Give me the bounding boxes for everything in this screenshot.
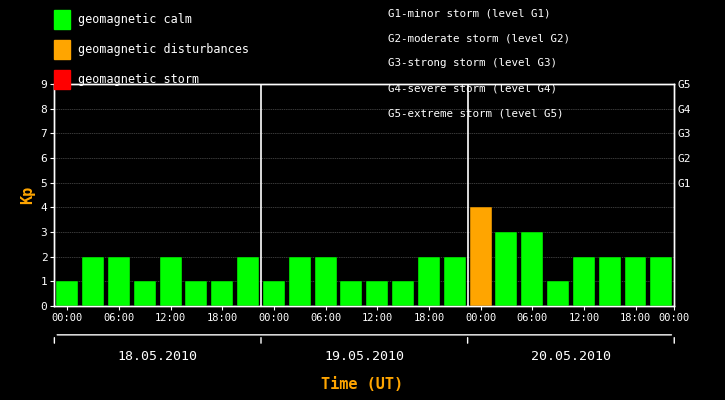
Bar [82, 257, 104, 306]
Bar [650, 257, 672, 306]
Bar [470, 207, 492, 306]
Text: G5-extreme storm (level G5): G5-extreme storm (level G5) [388, 109, 563, 119]
Bar [366, 281, 388, 306]
Bar [263, 281, 285, 306]
Bar [599, 257, 621, 306]
Bar [392, 281, 414, 306]
Bar [134, 281, 156, 306]
Text: Time (UT): Time (UT) [321, 377, 404, 392]
Bar [624, 257, 647, 306]
Bar [495, 232, 518, 306]
Text: G4-severe storm (level G4): G4-severe storm (level G4) [388, 84, 557, 94]
Bar [547, 281, 569, 306]
Text: 19.05.2010: 19.05.2010 [324, 350, 405, 364]
Bar [237, 257, 259, 306]
Bar [108, 257, 130, 306]
Bar [418, 257, 440, 306]
Bar [444, 257, 465, 306]
Y-axis label: Kp: Kp [20, 186, 35, 204]
Text: G2-moderate storm (level G2): G2-moderate storm (level G2) [388, 33, 570, 43]
Bar [186, 281, 207, 306]
Bar [289, 257, 311, 306]
Bar [341, 281, 362, 306]
Bar [315, 257, 336, 306]
Text: G1-minor storm (level G1): G1-minor storm (level G1) [388, 8, 550, 18]
Text: 20.05.2010: 20.05.2010 [531, 350, 611, 364]
Text: geomagnetic calm: geomagnetic calm [78, 13, 191, 26]
Text: G3-strong storm (level G3): G3-strong storm (level G3) [388, 58, 557, 68]
Text: 18.05.2010: 18.05.2010 [117, 350, 198, 364]
Bar [573, 257, 594, 306]
Text: geomagnetic disturbances: geomagnetic disturbances [78, 43, 249, 56]
Bar [211, 281, 233, 306]
Bar [160, 257, 181, 306]
Bar [521, 232, 543, 306]
Text: geomagnetic storm: geomagnetic storm [78, 73, 199, 86]
Bar [57, 281, 78, 306]
